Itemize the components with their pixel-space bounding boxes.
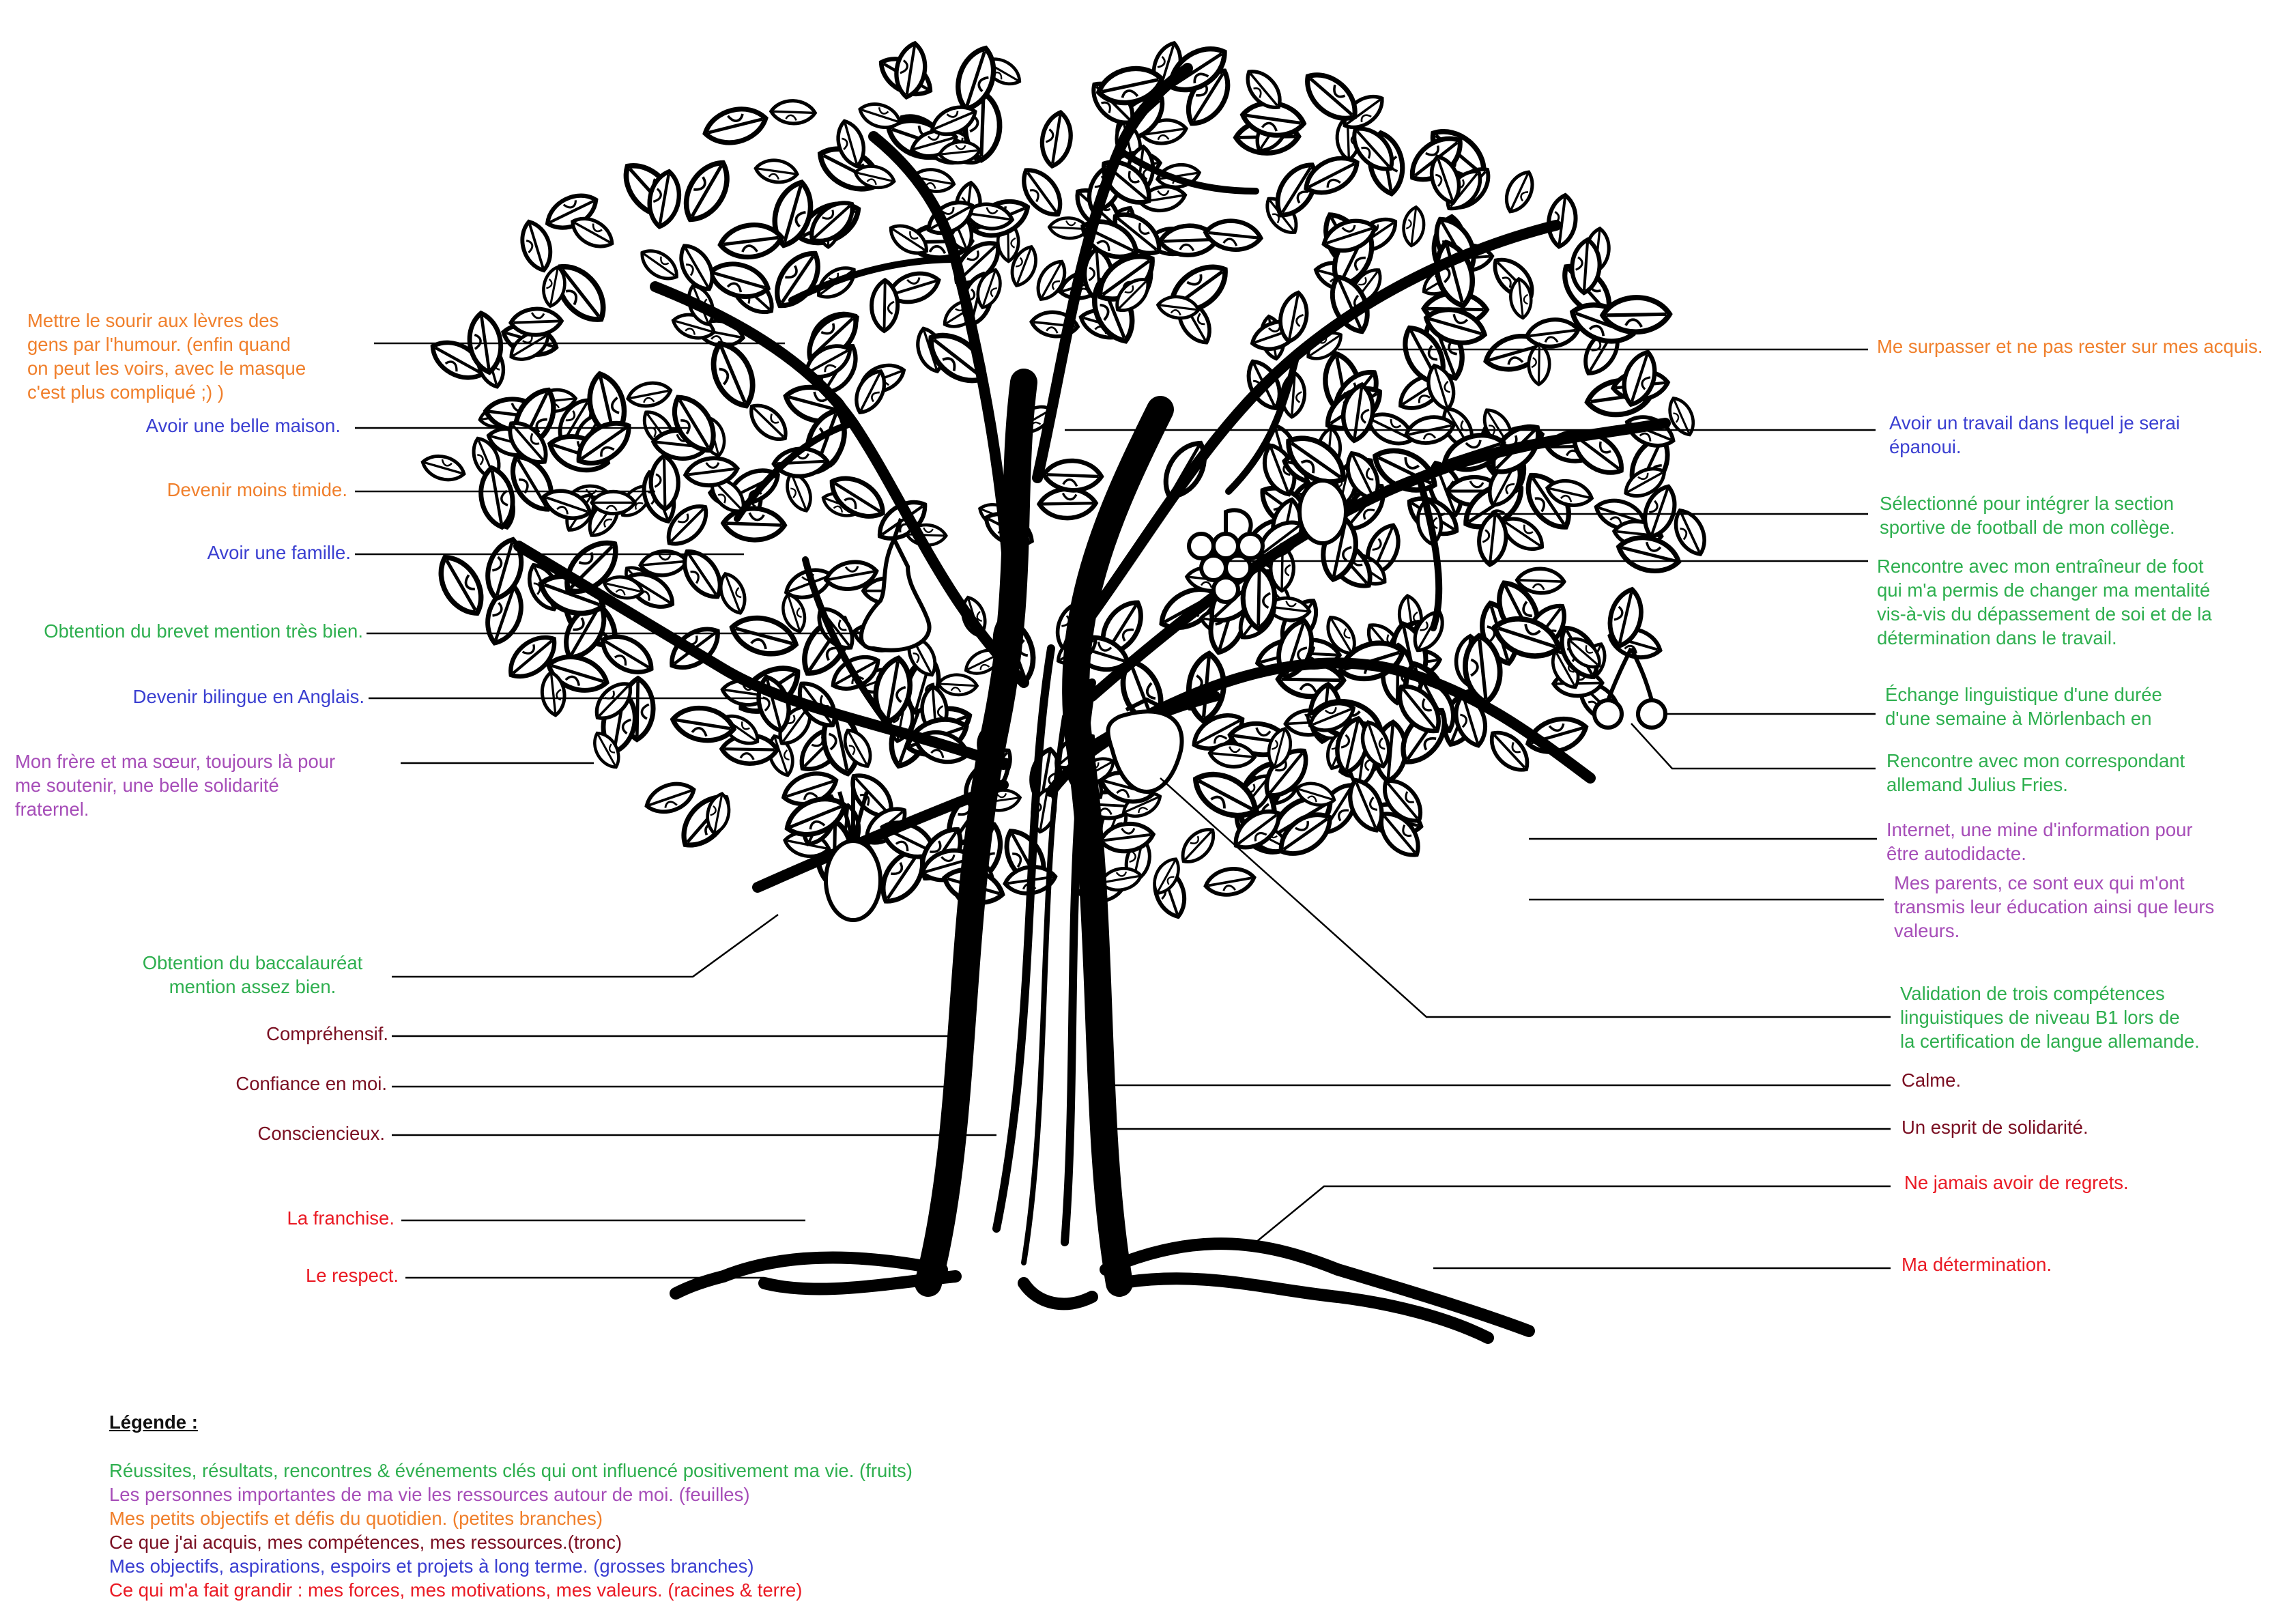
leaf-shape bbox=[1603, 297, 1670, 332]
leaf-shape bbox=[420, 451, 468, 485]
leader-lines bbox=[355, 342, 1891, 1279]
leaf-shape bbox=[636, 244, 683, 285]
label-franchise: La franchise. bbox=[287, 1207, 394, 1229]
pear-fruit bbox=[859, 518, 932, 653]
legend-item-small-branches: Mes petits objectifs et défis du quotidi… bbox=[109, 1508, 603, 1529]
legend-item-trunk: Ce que j'ai acquis, mes compétences, mes… bbox=[109, 1532, 622, 1553]
leader-line bbox=[1160, 777, 1891, 1018]
label-comprehensif: Compréhensif. bbox=[266, 1023, 388, 1044]
leaf-shape bbox=[1297, 64, 1365, 128]
leaf-shape bbox=[744, 398, 794, 447]
label-bilingue: Devenir bilingue en Anglais. bbox=[132, 686, 364, 707]
label-parents: Mes parents, ce sont eux qui m'ont trans… bbox=[1894, 872, 2215, 941]
leaf-shape bbox=[1401, 206, 1426, 247]
leaf-shape bbox=[592, 491, 635, 513]
label-consciencieux: Consciencieux. bbox=[257, 1123, 385, 1144]
label-correspondant: Rencontre avec mon correspondant alleman… bbox=[1886, 750, 2185, 795]
label-surpasser: Me surpasser et ne pas rester sur mes ac… bbox=[1877, 336, 2263, 357]
label-famille: Avoir une famille. bbox=[207, 542, 351, 563]
label-football: Sélectionné pour intégrer la section spo… bbox=[1880, 493, 2175, 538]
label-internet: Internet, une mine d'information pour êt… bbox=[1886, 819, 2193, 864]
leader-line bbox=[1255, 1185, 1891, 1243]
leaf-shape bbox=[704, 337, 762, 413]
legend-item-big-branches: Mes objectifs, aspirations, espoirs et p… bbox=[109, 1556, 754, 1577]
label-frere: Mon frère et ma sœur, toujours là pour m… bbox=[15, 751, 336, 820]
label-travail: Avoir un travail dans lequel je serai ép… bbox=[1889, 412, 2180, 457]
label-humour: Mettre le sourir aux lèvres des gens par… bbox=[27, 310, 306, 403]
label-validation: Validation de trois compétences linguist… bbox=[1900, 983, 2200, 1052]
leaf-shape bbox=[431, 549, 491, 622]
leaf-shape bbox=[766, 244, 829, 315]
label-solidarite: Un esprit de solidarité. bbox=[1902, 1117, 2089, 1138]
tree-roots bbox=[670, 1237, 1535, 1344]
leaf-shape bbox=[511, 308, 562, 336]
legend: Légende : Réussites, résultats, rencontr… bbox=[109, 1410, 913, 1602]
leaf-shape bbox=[1203, 865, 1257, 898]
legend-item-roots: Ce qui m'a fait grandir : mes forces, me… bbox=[109, 1579, 803, 1601]
leader-line bbox=[392, 913, 779, 978]
legend-title: Légende : bbox=[109, 1412, 198, 1433]
leaf-shape bbox=[1546, 194, 1579, 248]
label-brevet: Obtention du brevet mention très bien. bbox=[44, 620, 363, 642]
canopy-leaves bbox=[420, 38, 1712, 921]
leaf-shape bbox=[771, 100, 816, 124]
label-echange: Échange linguistique d'une durée d'une s… bbox=[1885, 684, 2162, 729]
leader-line bbox=[1631, 723, 1876, 770]
leaf-shape bbox=[626, 379, 673, 410]
leaf-shape bbox=[1038, 110, 1074, 168]
leaf-shape bbox=[1039, 489, 1096, 519]
label-regrets: Ne jamais avoir de regrets. bbox=[1904, 1172, 2129, 1193]
leaf-shape bbox=[871, 280, 898, 331]
strawberry-fruit bbox=[1106, 697, 1184, 794]
leaf-shape bbox=[650, 455, 679, 509]
label-calme: Calme. bbox=[1902, 1070, 1962, 1091]
label-entraineur: Rencontre avec mon entraîneur de foot qu… bbox=[1877, 556, 2212, 648]
leaf-shape bbox=[670, 704, 736, 745]
label-respect: Le respect. bbox=[305, 1265, 399, 1286]
legend-item-leaves: Les personnes importantes de ma vie les … bbox=[109, 1484, 750, 1505]
leaf-shape bbox=[676, 154, 737, 228]
label-bac: Obtention du baccalauréat mention assez … bbox=[142, 952, 363, 997]
leaf-shape bbox=[1175, 822, 1220, 868]
label-determination: Ma détermination. bbox=[1902, 1254, 2052, 1275]
lemon-fruit bbox=[1297, 478, 1348, 545]
label-confiance: Confiance en moi. bbox=[235, 1073, 387, 1094]
label-timide: Devenir moins timide. bbox=[167, 479, 347, 500]
leaf-shape bbox=[723, 507, 785, 541]
leaf-shape bbox=[938, 674, 977, 696]
leaf-shape bbox=[702, 103, 770, 149]
pineapple-fruit bbox=[824, 778, 882, 922]
leaf-shape bbox=[1044, 460, 1102, 491]
label-maison: Avoir une belle maison. bbox=[145, 415, 341, 436]
leaf-shape bbox=[754, 158, 799, 185]
legend-item-fruits: Réussites, résultats, rencontres & événe… bbox=[109, 1460, 913, 1481]
leaf-shape bbox=[1500, 167, 1539, 216]
